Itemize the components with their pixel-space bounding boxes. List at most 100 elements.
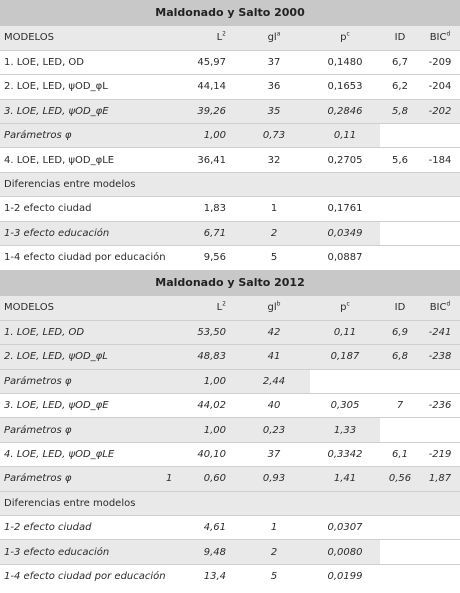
differences-label: Diferencias entre modelos [0,171,460,197]
row-l2: 9,48 [166,539,238,565]
header-model: MODELOS [0,295,166,321]
row-p: 0,11 [310,123,380,148]
table-row: Parámetros φ 1,00 0,23 1,33 [0,417,460,443]
table-row: 1-2 efecto ciudad 1,83 1 0,1761 [0,196,460,222]
row-l2: 13,4 [166,563,238,589]
row-l2: 1,00 [166,417,238,443]
row-gl: 5 [238,563,310,589]
row-p: 0,2705 [310,147,380,173]
row-l2: 36,41 [166,147,238,173]
row-model: 1-4 efecto ciudad por educación [0,245,166,270]
table-row: 1-4 efecto ciudad por educación 13,4 5 0… [0,563,460,589]
row-gl: 35 [238,98,310,124]
header-bic: BICd [420,295,460,321]
row-model: Parámetros φ [0,368,166,394]
row-id: 6,7 [380,49,420,75]
table-row: 2. LOE, LED, ψOD_φL 44,14 36 0,1653 6,2 … [0,74,460,100]
row-id: 6,1 [380,441,420,467]
row-p: 0,0349 [310,220,380,246]
row-gl: 0,93 [238,466,310,492]
row-p: 0,11 [310,319,380,345]
header-l2: L2 [166,295,238,321]
table-row: 3. LOE, LED, ψOD_φE 44,02 40 0,305 7 -23… [0,392,460,418]
header-id: ID [380,295,420,321]
table-row: Parámetros φ 1 0,60 0,93 1,41 0,56 1,87 [0,466,460,492]
row-model: Parámetros φ [0,466,166,492]
row-id [380,417,420,443]
row-p: 0,1480 [310,49,380,75]
row-gl: 2 [238,539,310,565]
table-row: 1-3 efecto educación 6,71 2 0,0349 [0,220,460,246]
row-gl: 37 [238,49,310,75]
row-p: 0,2846 [310,98,380,124]
row-id: 6,2 [380,74,420,100]
header-p: pc [310,295,380,321]
row-gl: 5 [238,245,310,270]
row-model: 3. LOE, LED, ψOD_φE [0,98,166,124]
row-gl: 41 [238,344,310,370]
row-l2: 44,02 [166,392,238,418]
row-id: 5,6 [380,147,420,173]
row-l2: 1,00 [166,123,238,148]
row-model: Parámetros φ [0,123,166,148]
block1-header-row: MODELOS L2 gla pc ID BICd [0,26,460,51]
table-row: 2. LOE, LED, ψOD_φL 48,83 41 0,187 6,8 -… [0,344,460,370]
row-p: 1,33 [310,417,380,443]
row-l2-pair: 1 0,60 [166,466,238,492]
row-p: 0,0307 [310,514,380,540]
row-p: 0,1653 [310,74,380,100]
row-model: 2. LOE, LED, ψOD_φL [0,344,166,370]
row-gl: 2 [238,220,310,246]
table-row: 1-4 efecto ciudad por educación 9,56 5 0… [0,245,460,270]
row-gl: 42 [238,319,310,345]
header-l2: L2 [166,26,238,51]
row-model: 3. LOE, LED, ψOD_φE [0,392,166,418]
table-row: 1. LOE, LED, OD 53,50 42 0,11 6,9 -241 [0,319,460,345]
row-bic: -184 [420,147,460,173]
table-row: 1. LOE, LED, OD 45,97 37 0,1480 6,7 -209 [0,49,460,75]
row-gl: 1 [238,196,310,222]
row-model: 4. LOE, LED, ψOD_φLE [0,147,166,173]
row-id [380,368,420,394]
row-gl: 40 [238,392,310,418]
row-l2: 9,56 [166,245,238,270]
row-gl: 32 [238,147,310,173]
table-row: 4. LOE, LED, ψOD_φLE 40,10 37 0,3342 6,1… [0,441,460,467]
row-l2: 45,97 [166,49,238,75]
header-bic: BICd [420,26,460,51]
header-id: ID [380,26,420,51]
row-bic: 1,87 [420,466,460,492]
row-l2-b: 0,60 [203,473,226,485]
row-bic: -241 [420,319,460,345]
row-l2: 48,83 [166,344,238,370]
row-bic: -204 [420,74,460,100]
header-gl: glb [238,295,310,321]
row-bic: -209 [420,49,460,75]
row-gl: 37 [238,441,310,467]
block2-header-row: MODELOS L2 glb pc ID BICd [0,295,460,321]
header-gl: gla [238,26,310,51]
row-gl: 1 [238,514,310,540]
row-bic [420,417,460,443]
row-id: 0,56 [380,466,420,492]
row-bic [420,368,460,394]
row-model: 1. LOE, LED, OD [0,49,166,75]
row-l2: 53,50 [166,319,238,345]
table-row: Parámetros φ 1,00 0,73 0,11 [0,123,460,148]
row-model: 1-2 efecto ciudad [0,196,166,222]
row-bic [420,123,460,148]
row-bic: -202 [420,98,460,124]
row-p: 0,305 [310,392,380,418]
row-model: 1. LOE, LED, OD [0,319,166,345]
row-model: 1-3 efecto educación [0,539,166,565]
block1-title: Maldonado y Salto 2000 [0,0,460,26]
row-l2-a: 1 [166,473,173,485]
row-p: 0,1761 [310,196,380,222]
table-row: 4. LOE, LED, ψOD_φLE 36,41 32 0,2705 5,6… [0,147,460,173]
row-p: 0,0887 [310,245,380,270]
differences-label: Diferencias entre modelos [0,490,460,516]
row-bic: -238 [420,344,460,370]
row-l2: 4,61 [166,514,238,540]
row-p: 0,187 [310,344,380,370]
row-l2: 44,14 [166,74,238,100]
